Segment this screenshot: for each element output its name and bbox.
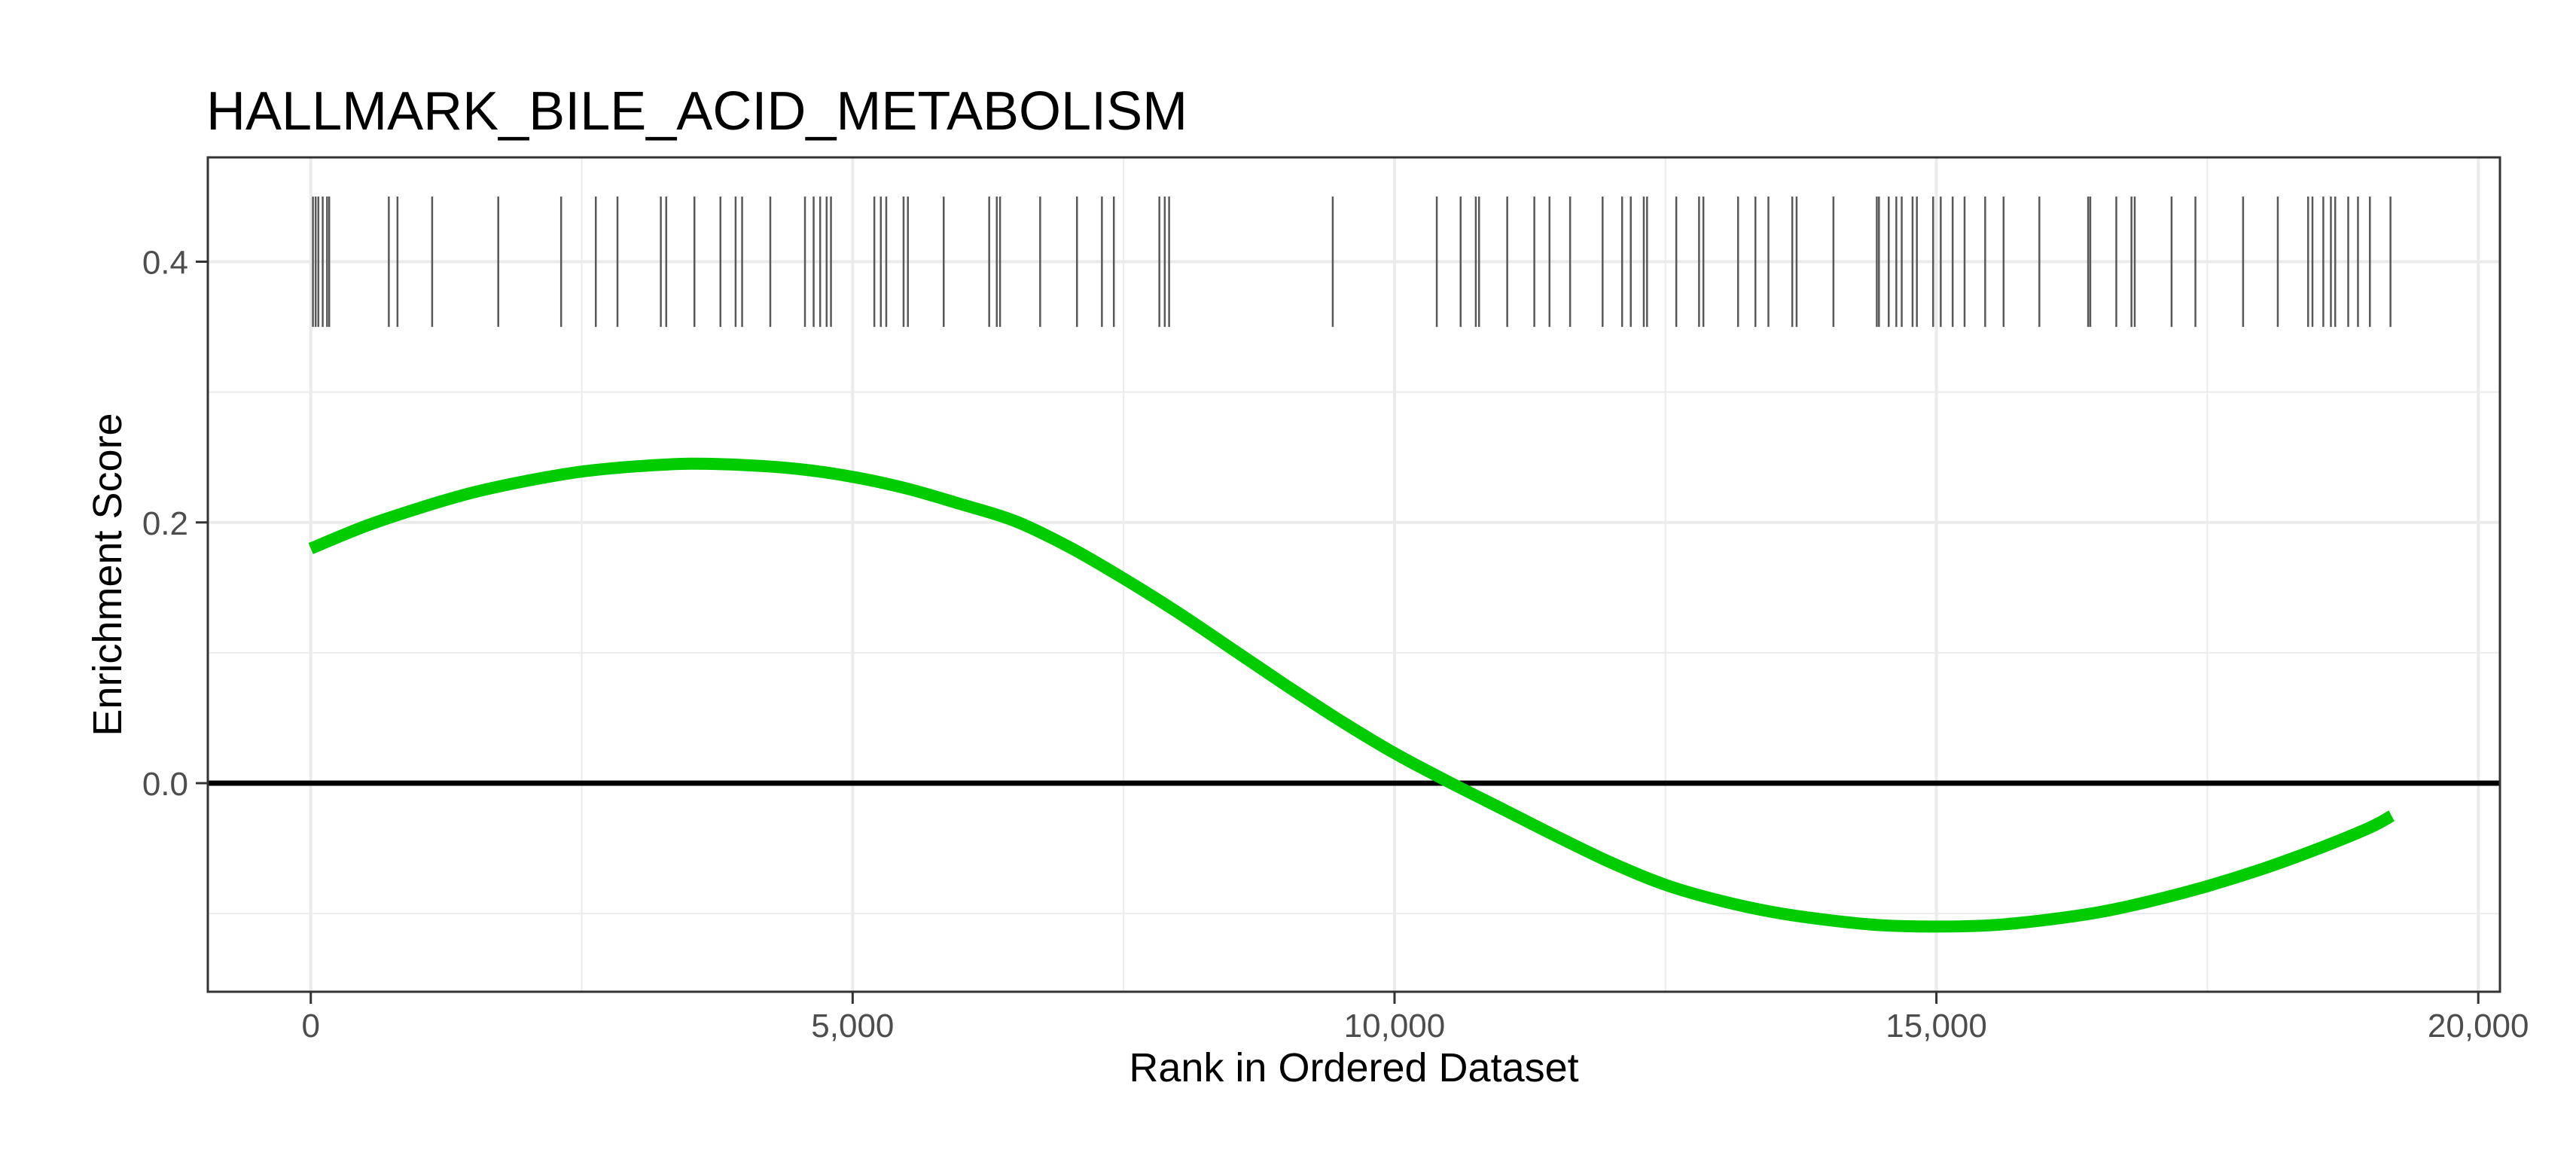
gene-hit-marks [312,196,2392,328]
x-tick-label: 15,000 [1886,1008,1987,1044]
plot-border [206,156,2501,993]
y-tick-label: 0.2 [142,505,188,542]
plot-panel [208,157,2500,992]
x-axis: 0 5,000 10,000 15,000 20,000 [301,992,2529,1044]
y-tick-label: 0.0 [142,766,188,803]
y-axis: 0.0 0.2 0.4 [142,245,208,803]
chart-title: HALLMARK_BILE_ACID_METABOLISM [206,81,1187,142]
y-axis-title: Enrichment Score [85,413,130,736]
grid-minor [208,157,2500,992]
y-tick-label: 0.4 [142,245,188,282]
x-tick-label: 0 [301,1008,319,1044]
x-tick-label: 10,000 [1344,1008,1446,1044]
x-tick-label: 20,000 [2428,1008,2529,1044]
x-axis-title: Rank in Ordered Dataset [1129,1045,1578,1090]
running-enrichment-score-line [308,457,2395,933]
x-tick-label: 5,000 [811,1008,894,1044]
